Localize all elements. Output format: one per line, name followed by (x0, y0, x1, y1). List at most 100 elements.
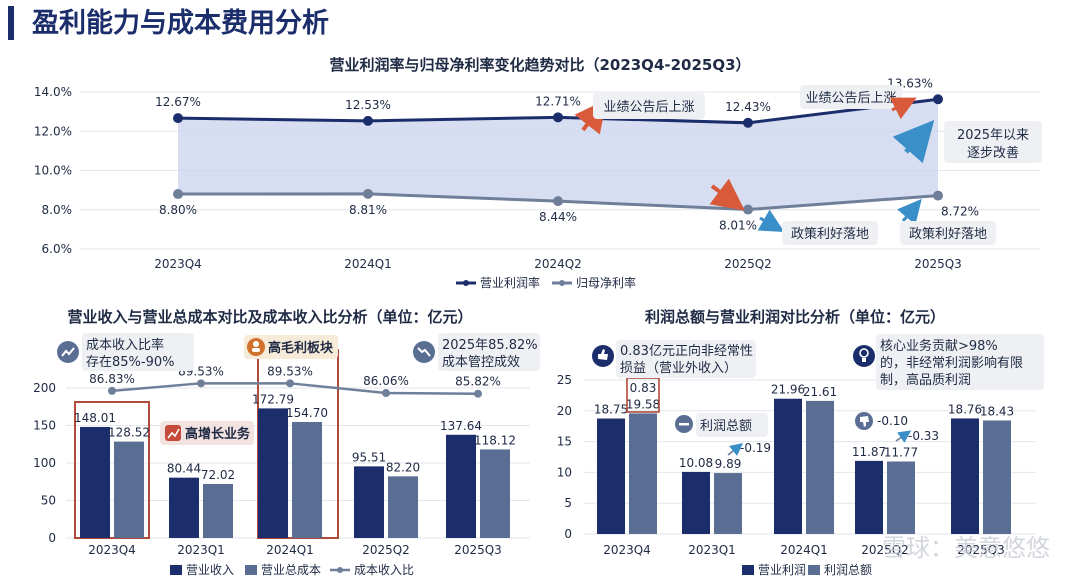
note-text: 利润总额 (700, 419, 752, 434)
bar-total-profit (714, 473, 742, 534)
note-cost-ratio-range: 成本收入比率 存在85%-90% (57, 333, 194, 371)
annotation-text: 业绩公告后上涨 (603, 100, 694, 115)
bar-total-profit (806, 400, 834, 534)
data-label: 8.80% (159, 203, 197, 217)
bar-label: 10.08 (679, 456, 713, 470)
note-text: 存在85%-90% (86, 355, 174, 370)
trend-down-icon-glyph (417, 347, 431, 357)
note-cost-control: 2025年85.82% 成本管控成效 (413, 333, 540, 371)
lightbulb-icon-base (862, 358, 866, 362)
note-text: 高毛利板块 (268, 340, 334, 356)
bar-revenue (80, 426, 110, 538)
data-point-operating-margin (553, 112, 563, 123)
note-high-growth: 高增长业务 (160, 421, 254, 445)
note-bubble (616, 340, 756, 378)
legend-label: 利润总额 (824, 563, 872, 577)
data-label: 8.81% (349, 203, 387, 217)
x-tick-label: 2025Q2 (861, 543, 909, 557)
revenue-chart-x-ticks: 2023Q4 2023Q1 2024Q1 2025Q2 2025Q3 (88, 543, 502, 557)
bar-label: 11.77 (884, 445, 918, 459)
y-tick-label: 12.0% (34, 124, 72, 138)
bar-total-cost (480, 449, 510, 538)
data-point-operating-margin (173, 113, 183, 124)
legend-label: 成本收入比 (354, 563, 414, 577)
bar-label: 18.43 (980, 404, 1014, 418)
bar-total-cost (292, 421, 322, 538)
bar-total-profit (629, 413, 657, 534)
bar-revenue (446, 434, 476, 538)
y-tick-label: 200 (33, 381, 56, 395)
x-tick-label: 2025Q3 (454, 543, 502, 557)
person-icon-body (252, 348, 260, 352)
line-chart-x-ticks: 2023Q4 2024Q1 2024Q2 2025Q2 2025Q3 (154, 257, 962, 271)
bar-label: 21.96 (771, 383, 805, 397)
note-text: 0.83亿元正向非经常性 (620, 343, 753, 359)
annotation-group-1: 业绩公告后上涨 (574, 93, 705, 135)
note-text: 成本收入比率 (86, 337, 164, 353)
note-nonrecurring: 0.83亿元正向非经常性 损益（营业外收入） (592, 340, 756, 378)
legend-swatch (170, 565, 182, 575)
revenue-chart-title: 营业收入与营业总成本对比及成本收入比分析（单位：亿元） (67, 308, 472, 326)
legend-swatch (808, 565, 820, 575)
data-label: 85.82% (455, 375, 501, 389)
bar-total-cost (388, 476, 418, 538)
line-chart-y-ticks: 6.0% 8.0% 10.0% 12.0% 14.0% (34, 85, 72, 256)
growth-chart-icon-glyph (167, 428, 180, 439)
annotation-group-2: 业绩公告后上涨 (800, 85, 917, 120)
y-tick-label: 25 (557, 373, 572, 387)
bar-operating-profit (855, 460, 883, 534)
y-tick-label: 14.0% (34, 85, 72, 99)
bar-total-cost (203, 483, 233, 538)
bar-label: 18.75 (594, 403, 628, 417)
y-tick-label: 10 (557, 465, 572, 479)
arrow-up-icon (897, 198, 922, 225)
arrow-up-icon (892, 120, 935, 164)
arrow-down-icon (757, 209, 785, 232)
legend-marker (463, 280, 469, 286)
bar-label: 137.64 (440, 419, 482, 433)
highlight-box (74, 401, 150, 539)
bar-total-cost (114, 441, 144, 538)
profit-chart-legend: 营业利润 利润总额 (742, 563, 872, 577)
data-label: 12.67% (155, 95, 201, 109)
note-bubble (244, 335, 338, 359)
diff-label: 0.83 (630, 381, 657, 395)
bar-operating-profit (597, 418, 625, 534)
data-point-net-margin (743, 204, 753, 215)
annotation-bubble (800, 85, 902, 109)
note-profit-total: 利润总额 (675, 413, 768, 437)
diff-label: -0.19 (740, 441, 771, 455)
annotation-group-3: 2025年以来 逐步改善 (892, 120, 1042, 164)
data-point-cost-ratio (197, 379, 205, 388)
annotation-bubble (782, 221, 878, 245)
x-tick-label: 2025Q2 (362, 543, 410, 557)
profit-chart-y-ticks: 0 5 10 15 20 25 (557, 373, 572, 541)
data-label: 12.71% (535, 94, 581, 108)
x-tick-label: 2025Q3 (957, 543, 1005, 557)
legend-label: 营业利润 (758, 563, 806, 577)
x-tick-label: 2024Q1 (266, 543, 314, 557)
arrow-up-icon (889, 97, 917, 120)
legend-label: 营业总成本 (261, 563, 321, 577)
trend-icon-glyph (61, 347, 75, 357)
x-tick-label: 2023Q4 (88, 543, 136, 557)
note-text: 的，非经常利润影响有限 (880, 355, 1023, 371)
bar-operating-profit (951, 418, 979, 534)
annotation-text: 2025年以来 (957, 128, 1029, 143)
bar-label: 80.44 (167, 462, 201, 476)
diff-label: -0.33 (908, 429, 939, 443)
data-point-net-margin (553, 196, 563, 207)
legend-marker (337, 567, 343, 573)
bar-revenue (258, 408, 288, 538)
data-label: 12.43% (725, 100, 771, 114)
note-bubble (696, 413, 768, 437)
bar-label: 148.01 (74, 411, 116, 425)
bar-label: 21.61 (803, 385, 837, 399)
data-point-operating-margin (363, 115, 373, 126)
data-label: 12.53% (345, 98, 391, 112)
thumbs-down-icon-glyph (860, 416, 869, 427)
line-chart-points: 12.67% 12.53% 12.71% 12.43%13.63%8.80% 8.81%… (155, 76, 979, 232)
bar-revenue (169, 477, 199, 538)
